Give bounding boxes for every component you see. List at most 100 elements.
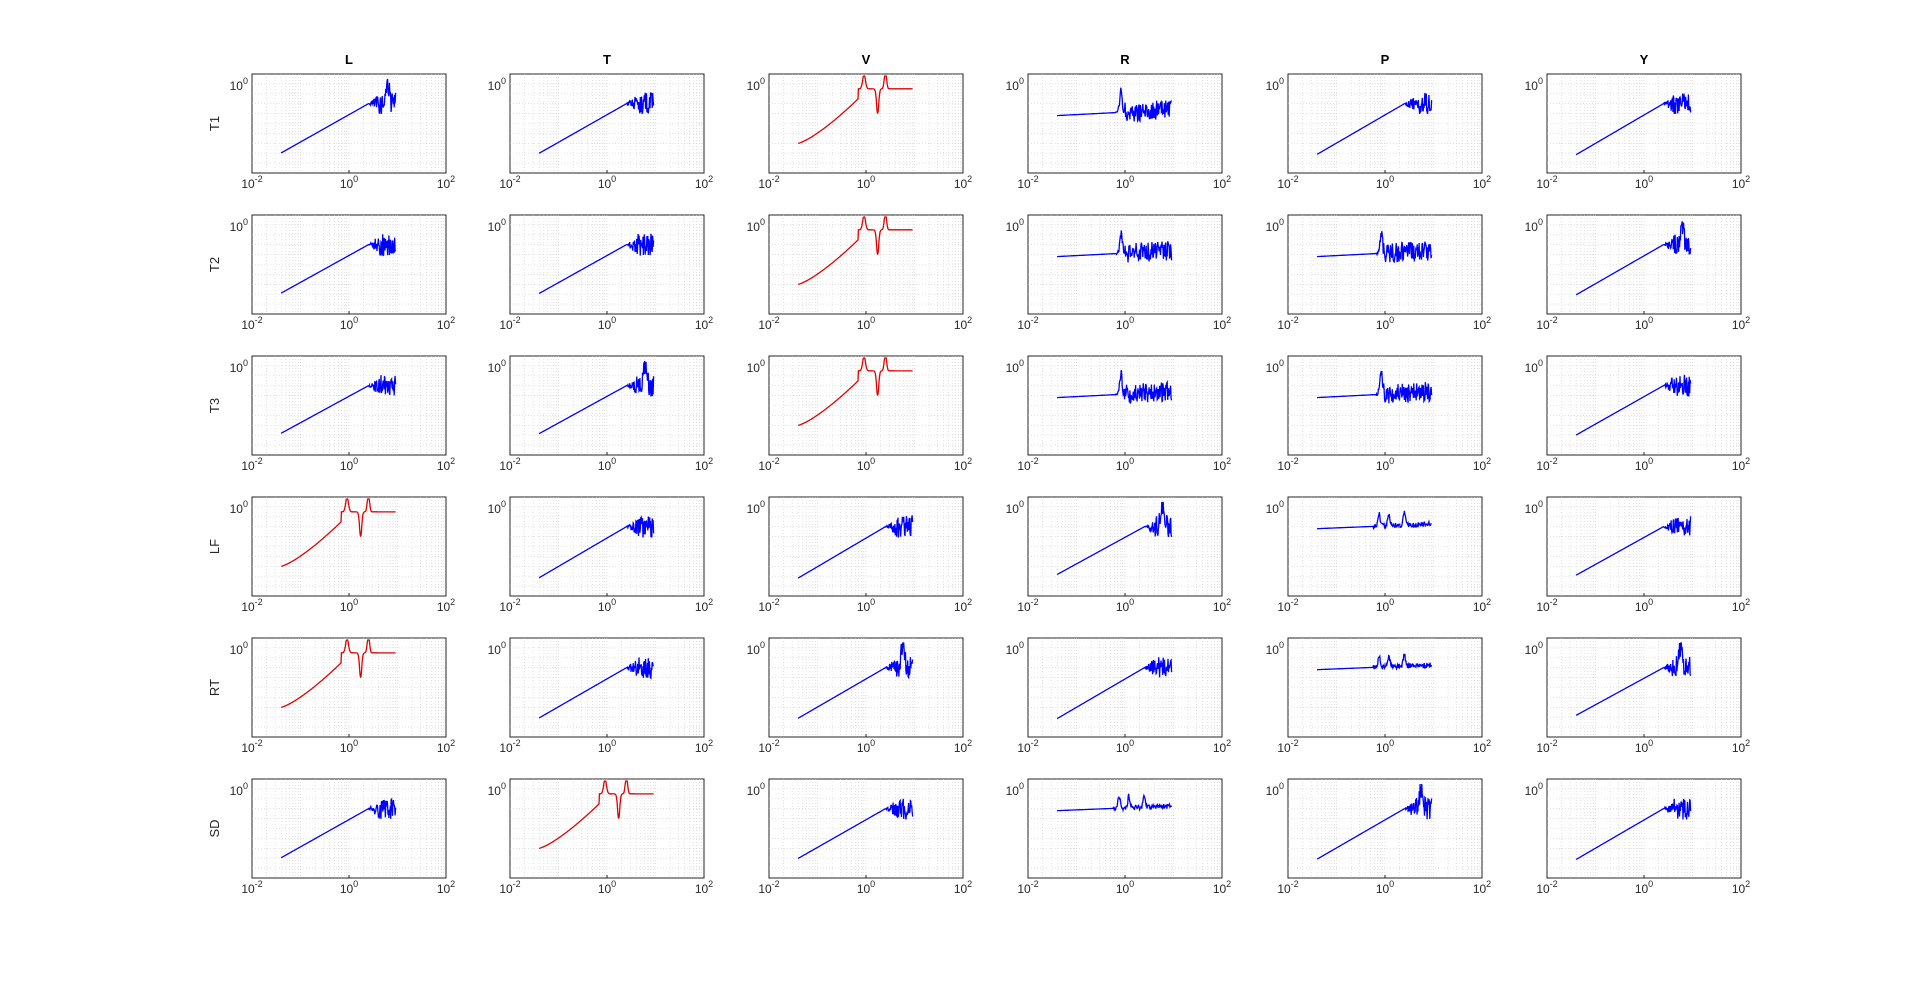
x-tick-label: 102 <box>954 174 972 191</box>
series-line <box>797 75 913 144</box>
x-tick-label: 10-2 <box>241 315 262 332</box>
x-tick-label: 100 <box>857 597 875 614</box>
gridlines <box>769 779 963 878</box>
series-line <box>1056 501 1173 576</box>
x-tick-label: 100 <box>340 738 358 755</box>
x-tick-label: 102 <box>1732 315 1750 332</box>
gridlines <box>769 638 963 737</box>
x-tick-label: 102 <box>1213 597 1231 614</box>
x-tick-label: 100 <box>857 315 875 332</box>
series-line <box>280 498 396 567</box>
x-tick-label: 100 <box>1376 738 1394 755</box>
gridlines <box>252 215 446 314</box>
x-tick-label: 100 <box>1635 456 1653 473</box>
x-tick-label: 102 <box>695 738 713 755</box>
series-line <box>1575 92 1692 156</box>
y-tick-label: 100 <box>230 640 248 657</box>
subplot-lf-p: 10-2 100 102 100 <box>1266 496 1491 614</box>
x-tick-label: 10-2 <box>499 174 520 191</box>
gridlines <box>769 497 963 596</box>
y-tick-label: 100 <box>747 781 765 798</box>
x-tick-label: 102 <box>1732 174 1750 191</box>
x-tick-label: 10-2 <box>1536 879 1557 896</box>
column-title-p: P <box>1381 52 1390 67</box>
x-tick-label: 100 <box>1635 738 1653 755</box>
x-tick-label: 100 <box>1635 597 1653 614</box>
x-tick-label: 102 <box>1473 315 1491 332</box>
x-tick-label: 102 <box>437 315 455 332</box>
row-labels: T1 T2 T3 LF RT SD <box>207 116 222 838</box>
x-tick-label: 10-2 <box>499 597 520 614</box>
x-tick-label: 10-2 <box>758 456 779 473</box>
x-tick-label: 10-2 <box>499 738 520 755</box>
y-tick-label: 100 <box>488 76 506 93</box>
x-tick-label: 102 <box>1732 597 1750 614</box>
x-tick-label: 10-2 <box>1536 315 1557 332</box>
y-tick-label: 100 <box>1525 781 1543 798</box>
series-line <box>538 515 655 579</box>
x-tick-label: 102 <box>1213 315 1231 332</box>
row-label-rt: RT <box>207 679 222 696</box>
y-tick-label: 100 <box>488 781 506 798</box>
gridlines <box>510 356 704 455</box>
series-line <box>280 78 397 154</box>
x-tick-label: 10-2 <box>241 738 262 755</box>
y-tick-label: 100 <box>1266 640 1284 657</box>
y-tick-label: 100 <box>1006 781 1024 798</box>
subplot-lf-v: 10-2 100 102 100 <box>747 496 972 614</box>
subplot-sd-t: 10-2 100 102 100 <box>488 778 713 896</box>
x-tick-label: 10-2 <box>1017 879 1038 896</box>
x-tick-label: 10-2 <box>1017 597 1038 614</box>
x-tick-label: 102 <box>954 456 972 473</box>
subplot-sd-y: 10-2 100 102 100 <box>1525 778 1750 896</box>
x-tick-label: 10-2 <box>1277 879 1298 896</box>
x-tick-label: 100 <box>1376 315 1394 332</box>
y-tick-label: 100 <box>747 499 765 516</box>
x-tick-label: 102 <box>1213 174 1231 191</box>
subplot-t1-r: 10-2 100 102 100 <box>1006 73 1231 191</box>
x-tick-label: 100 <box>340 456 358 473</box>
subplot-t1-t: 10-2 100 102 100 <box>488 73 713 191</box>
y-tick-label: 100 <box>1006 217 1024 234</box>
series-line <box>797 216 913 285</box>
x-tick-label: 100 <box>340 597 358 614</box>
series-line <box>1056 657 1173 720</box>
y-tick-label: 100 <box>1525 76 1543 93</box>
series-line <box>1316 92 1433 155</box>
series-line <box>1057 230 1173 263</box>
x-tick-label: 10-2 <box>241 174 262 191</box>
x-tick-label: 10-2 <box>1017 174 1038 191</box>
subplot-t2-p: 10-2 100 102 100 <box>1266 214 1491 332</box>
column-title-r: R <box>1120 52 1130 67</box>
row-label-t1: T1 <box>207 116 222 131</box>
x-tick-label: 102 <box>695 597 713 614</box>
y-tick-label: 100 <box>1525 358 1543 375</box>
x-tick-label: 100 <box>857 879 875 896</box>
x-tick-label: 100 <box>1635 174 1653 191</box>
series-line <box>1575 516 1692 576</box>
y-tick-label: 100 <box>488 640 506 657</box>
subplot-t2-r: 10-2 100 102 100 <box>1006 214 1231 332</box>
series-line <box>1575 798 1692 861</box>
x-tick-label: 100 <box>857 738 875 755</box>
x-tick-label: 102 <box>1213 879 1231 896</box>
series-line <box>1317 653 1433 671</box>
y-tick-label: 100 <box>1266 781 1284 798</box>
x-tick-label: 102 <box>1473 456 1491 473</box>
y-tick-label: 100 <box>1266 217 1284 234</box>
x-tick-label: 102 <box>695 456 713 473</box>
x-tick-label: 10-2 <box>1536 174 1557 191</box>
subplot-t3-y: 10-2 100 102 100 <box>1525 355 1750 473</box>
x-tick-label: 10-2 <box>499 456 520 473</box>
series-line <box>538 233 655 295</box>
x-tick-label: 102 <box>1473 738 1491 755</box>
x-tick-label: 100 <box>598 597 616 614</box>
x-tick-label: 100 <box>1376 597 1394 614</box>
subplot-rt-p: 10-2 100 102 100 <box>1266 637 1491 755</box>
x-tick-label: 100 <box>1635 315 1653 332</box>
x-tick-label: 100 <box>857 456 875 473</box>
x-tick-label: 102 <box>695 174 713 191</box>
x-tick-label: 102 <box>437 738 455 755</box>
x-tick-label: 10-2 <box>1536 738 1557 755</box>
